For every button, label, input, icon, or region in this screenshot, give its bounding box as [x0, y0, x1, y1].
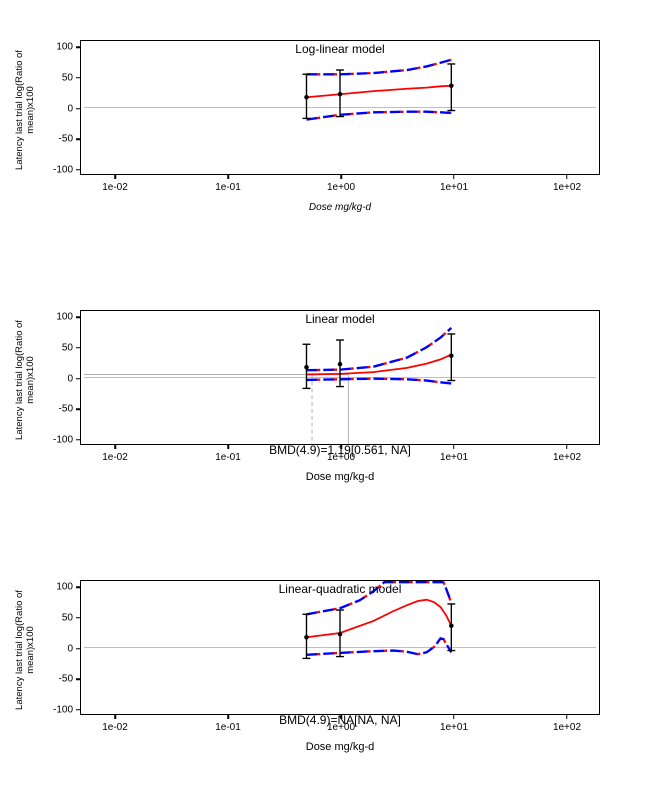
data-point: [449, 623, 454, 628]
x-axis-label: Dose mg/kg-d: [80, 202, 600, 213]
data-point: [304, 365, 309, 370]
panel-title: Linear model: [80, 312, 600, 326]
x-tick-label: 1e+01: [440, 174, 468, 193]
errorbar: [447, 604, 455, 651]
confidence-band: [307, 379, 452, 384]
panel-0: Latency last trial log(Ratio of mean)x10…: [60, 30, 620, 205]
confidence-band: [307, 638, 452, 654]
data-point: [449, 353, 454, 358]
plot-area: -100-500501001e-021e-011e+001e+011e+02: [80, 310, 600, 445]
data-point: [304, 635, 309, 640]
errorbar: [303, 344, 311, 388]
bmd-annotation: BMD(4.9)=1.19[0.561, NA]: [80, 443, 600, 457]
y-tick-label: -100: [53, 164, 81, 175]
data-point: [338, 362, 343, 367]
confidence-band: [307, 328, 452, 370]
panel-title: Linear-quadratic model: [80, 582, 600, 596]
y-tick-label: 0: [67, 103, 81, 114]
fit-line: [307, 600, 452, 638]
errorbar: [447, 64, 455, 111]
y-tick-label: 50: [62, 612, 81, 623]
x-tick-label: 1e+02: [553, 174, 581, 193]
confidence-band-under: [307, 638, 452, 654]
y-axis-label: Latency last trial log(Ratio of mean)x10…: [14, 30, 34, 190]
y-tick-label: 100: [56, 312, 81, 323]
panel-1: Latency last trial log(Ratio of mean)x10…: [60, 300, 620, 475]
x-axis-label: Dose mg/kg-d: [80, 741, 600, 753]
y-tick-label: 100: [56, 582, 81, 593]
y-tick-label: -50: [59, 134, 81, 145]
plot-svg: [81, 311, 599, 444]
x-tick-label: 1e+00: [327, 174, 355, 193]
figure: Latency last trial log(Ratio of mean)x10…: [0, 0, 662, 809]
plot-area: -100-500501001e-021e-011e+001e+011e+02: [80, 40, 600, 175]
data-point: [304, 95, 309, 100]
fit-line: [307, 86, 452, 98]
data-point: [338, 632, 343, 637]
y-tick-label: -50: [59, 404, 81, 415]
confidence-band: [307, 112, 452, 120]
plot-svg: [81, 41, 599, 174]
plot-area: -100-500501001e-021e-011e+001e+011e+02: [80, 580, 600, 715]
y-tick-label: -100: [53, 434, 81, 445]
x-axis-label: Dose mg/kg-d: [80, 471, 600, 483]
data-point: [338, 92, 343, 97]
y-tick-label: 0: [67, 643, 81, 654]
confidence-band: [307, 60, 452, 75]
errorbar: [447, 334, 455, 381]
y-tick-label: -50: [59, 674, 81, 685]
x-tick-label: 1e-01: [215, 174, 241, 193]
panel-2: Latency last trial log(Ratio of mean)x10…: [60, 570, 620, 745]
confidence-band-under: [307, 328, 452, 370]
bmd-annotation: BMD(4.9)=NA[NA, NA]: [80, 713, 600, 727]
x-tick-label: 1e-02: [102, 174, 128, 193]
plot-svg: [81, 581, 599, 714]
y-tick-label: 50: [62, 72, 81, 83]
panel-title: Log-linear model: [80, 42, 600, 56]
y-tick-label: 0: [67, 373, 81, 384]
y-axis-label: Latency last trial log(Ratio of mean)x10…: [14, 570, 34, 730]
y-tick-label: 100: [56, 42, 81, 53]
y-tick-label: -100: [53, 704, 81, 715]
y-axis-label: Latency last trial log(Ratio of mean)x10…: [14, 300, 34, 460]
data-point: [449, 83, 454, 88]
y-tick-label: 50: [62, 342, 81, 353]
